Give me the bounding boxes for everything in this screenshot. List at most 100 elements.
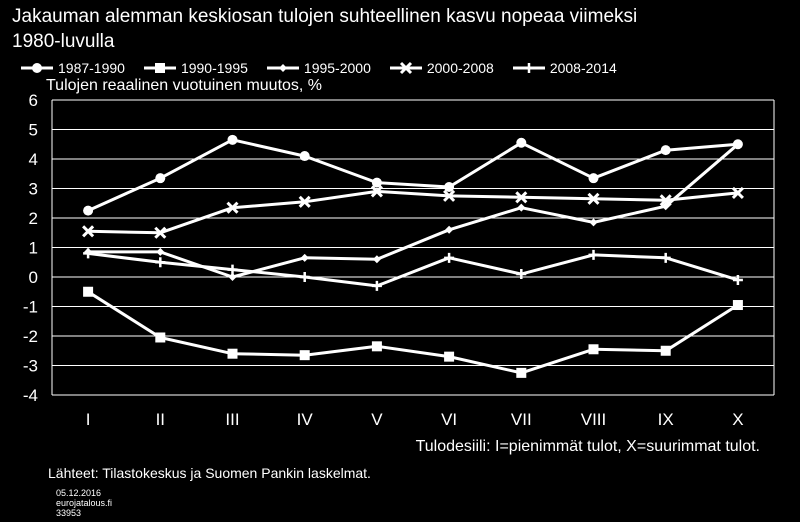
publication-site: eurojatalous.fi bbox=[56, 498, 113, 508]
x-tick-label: VIII bbox=[581, 410, 607, 429]
data-point bbox=[516, 269, 527, 280]
data-point bbox=[523, 63, 534, 73]
legend-item: 2000-2008 bbox=[389, 60, 494, 76]
data-point bbox=[155, 173, 166, 184]
publication-code: 33953 bbox=[56, 508, 82, 518]
legend-label: 2008-2014 bbox=[549, 60, 617, 76]
x-tick-label: IV bbox=[297, 410, 314, 429]
series-line bbox=[87, 290, 739, 375]
y-tick-label: -1 bbox=[23, 298, 38, 317]
y-tick-label: 5 bbox=[29, 121, 38, 140]
data-point bbox=[155, 257, 166, 268]
legend-label: 1995-2000 bbox=[303, 60, 371, 76]
y-tick-label: 3 bbox=[29, 180, 38, 199]
x-tick-label: VII bbox=[511, 410, 532, 429]
y-tick-label: -4 bbox=[23, 386, 38, 405]
y-tick-label: -2 bbox=[23, 327, 38, 346]
series-2000-2008 bbox=[82, 185, 744, 239]
data-point bbox=[370, 185, 383, 198]
data-point bbox=[516, 367, 527, 378]
data-point bbox=[443, 189, 456, 202]
x-tick-label: V bbox=[371, 410, 383, 429]
data-point bbox=[371, 341, 382, 352]
chart-title-line-1: Jakauman alemman keskiosan tulojen suhte… bbox=[12, 6, 638, 27]
legend-swatch bbox=[266, 64, 299, 72]
data-point bbox=[588, 249, 599, 260]
data-point bbox=[731, 186, 744, 199]
data-point bbox=[660, 345, 671, 356]
data-point bbox=[587, 192, 600, 205]
chart-title-line-2: 1980-luvulla bbox=[12, 31, 115, 52]
series-1990-1995 bbox=[83, 286, 743, 378]
data-point bbox=[445, 225, 454, 234]
data-point bbox=[371, 280, 382, 291]
legend-item: 1987-1990 bbox=[20, 60, 125, 76]
data-point bbox=[83, 205, 94, 216]
series-line bbox=[88, 189, 739, 235]
data-point bbox=[444, 182, 455, 193]
data-point bbox=[732, 300, 743, 311]
data-point bbox=[226, 201, 239, 214]
data-point bbox=[589, 218, 598, 227]
source-note: Lähteet: Tilastokeskus ja Suomen Pankin … bbox=[48, 465, 371, 481]
data-point bbox=[660, 145, 671, 156]
legend-label: 1990-1995 bbox=[180, 60, 248, 76]
series-1995-2000 bbox=[84, 140, 742, 281]
chart-title: Jakauman alemman keskiosan tulojen suhte… bbox=[12, 4, 792, 54]
legend-item: 2008-2014 bbox=[512, 60, 617, 76]
y-tick-label: 6 bbox=[29, 91, 38, 110]
data-point bbox=[732, 274, 743, 285]
series-line bbox=[87, 138, 739, 212]
y-tick-label: 4 bbox=[29, 150, 38, 169]
legend-item: 1995-2000 bbox=[266, 60, 371, 76]
data-point bbox=[32, 63, 42, 73]
data-point bbox=[154, 226, 167, 239]
data-point bbox=[659, 194, 672, 207]
data-point bbox=[278, 64, 287, 72]
data-point bbox=[227, 264, 238, 275]
data-point bbox=[516, 137, 527, 148]
publication-date: 05.12.2016 bbox=[56, 488, 102, 498]
x-axis-title: Tulodesiili: I=pienimmät tulot, X=suurim… bbox=[415, 438, 760, 455]
data-point bbox=[399, 61, 412, 75]
y-tick-label: 0 bbox=[29, 268, 38, 287]
data-point bbox=[156, 247, 165, 256]
data-point bbox=[517, 203, 526, 212]
data-point bbox=[299, 272, 310, 282]
data-point bbox=[155, 332, 166, 343]
data-point bbox=[154, 63, 165, 73]
data-point bbox=[299, 151, 310, 162]
y-tick-label: 2 bbox=[29, 209, 38, 228]
legend-item: 1990-1995 bbox=[143, 60, 248, 76]
data-point bbox=[444, 252, 455, 263]
data-point bbox=[228, 273, 237, 281]
data-point bbox=[733, 140, 742, 149]
data-point bbox=[515, 191, 528, 204]
data-point bbox=[660, 252, 671, 263]
data-point bbox=[300, 253, 309, 262]
data-point bbox=[588, 173, 599, 184]
data-point bbox=[227, 348, 238, 359]
series-line bbox=[87, 251, 739, 288]
x-tick-label: I bbox=[86, 410, 91, 429]
y-axis-title: Tulojen reaalinen vuotuinen muutos, % bbox=[46, 77, 323, 94]
series-2008-2014 bbox=[83, 248, 743, 291]
legend-label: 1987-1990 bbox=[58, 60, 125, 76]
legend-label: 2000-2008 bbox=[426, 60, 494, 76]
data-point bbox=[299, 350, 310, 361]
data-point bbox=[588, 344, 599, 355]
legend-swatch bbox=[512, 63, 545, 73]
data-point bbox=[371, 177, 382, 188]
legend-swatch bbox=[21, 63, 53, 73]
legend-swatch bbox=[389, 61, 422, 75]
data-point bbox=[82, 225, 95, 238]
data-point bbox=[298, 195, 311, 208]
x-tick-label: IX bbox=[658, 410, 674, 429]
data-point bbox=[227, 134, 238, 145]
data-point bbox=[372, 255, 381, 264]
data-point bbox=[83, 286, 94, 297]
x-tick-label: III bbox=[225, 410, 239, 429]
x-tick-label: VI bbox=[441, 410, 457, 429]
legend-swatch bbox=[143, 63, 176, 73]
